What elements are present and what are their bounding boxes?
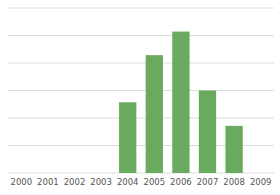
- x-tick-label: 2003: [90, 177, 112, 187]
- bar: [172, 32, 189, 173]
- bar: [225, 126, 242, 173]
- bar: [199, 91, 216, 174]
- bar: [252, 173, 269, 174]
- bar: [66, 173, 83, 174]
- x-tick-label: 2006: [170, 177, 192, 187]
- x-tick-label: 2004: [117, 177, 139, 187]
- bar: [119, 102, 136, 173]
- bar: [92, 173, 109, 174]
- grid-line: [8, 118, 274, 119]
- bar: [39, 173, 56, 174]
- x-tick-label: 2001: [37, 177, 59, 187]
- grid-line: [8, 90, 274, 91]
- x-tick-label: 2007: [197, 177, 219, 187]
- x-tick-label: 2000: [10, 177, 32, 187]
- grid-line: [8, 8, 274, 9]
- bar: [13, 173, 30, 174]
- x-tick-label: 2002: [64, 177, 86, 187]
- chart: 2000 2001 2002 2003 2004 2005 2006 2007 2008 2009: [0, 0, 280, 195]
- x-tick-label: 2005: [143, 177, 165, 187]
- x-tick-label: 2008: [223, 177, 245, 187]
- bars: [119, 32, 243, 173]
- grid-line: [8, 35, 274, 36]
- x-tick-label: 2009: [250, 177, 272, 187]
- grid-line: [8, 63, 274, 64]
- bar: [146, 55, 163, 173]
- grid: [8, 8, 274, 173]
